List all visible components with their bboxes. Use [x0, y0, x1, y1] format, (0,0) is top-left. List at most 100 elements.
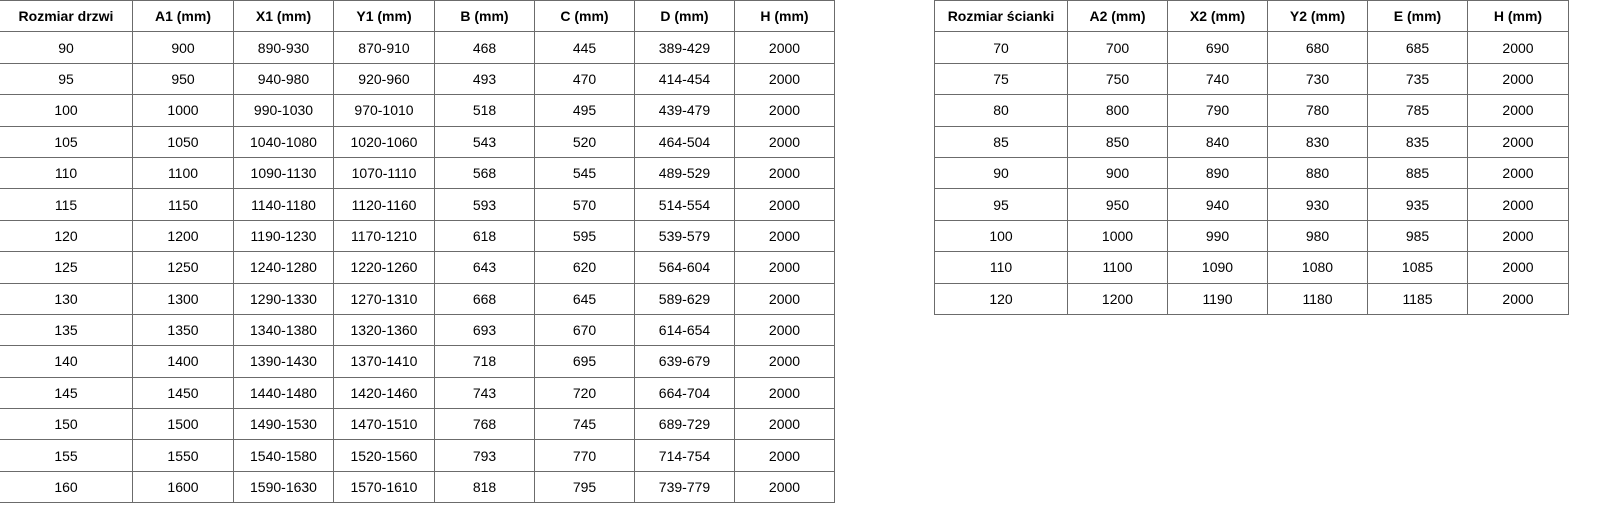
table-cell: 670: [534, 313, 635, 347]
table-cell: 2000: [1467, 188, 1569, 221]
table-cell: 120: [0, 219, 133, 253]
table-cell: 2000: [734, 408, 835, 441]
table-cell: 160: [0, 470, 133, 504]
table-row: 95 950 940-980 920-960 493 470 414-454 2000: [0, 62, 835, 96]
table-row: 95 950 940 930 935 2000: [934, 188, 1569, 221]
table-cell: 2000: [1467, 251, 1569, 284]
table-cell: 739-779: [634, 470, 735, 504]
table-cell: 120: [934, 282, 1068, 315]
table-cell: 1090-1130: [233, 156, 334, 190]
column-header: D (mm): [634, 0, 735, 33]
table-cell: 689-729: [634, 408, 735, 441]
table-cell: 2000: [734, 251, 835, 284]
table-cell: 1240-1280: [233, 251, 334, 284]
table-cell: 90: [934, 156, 1068, 190]
table-cell: 570: [534, 188, 635, 221]
table-cell: 970-1010: [333, 94, 435, 127]
table-cell: 543: [434, 125, 535, 158]
table-row: 110 1100 1090 1080 1085 2000: [934, 251, 1569, 284]
column-header: A2 (mm): [1067, 0, 1168, 33]
table-row: 90 900 890 880 885 2000: [934, 156, 1569, 190]
door-size-table: Rozmiar drzwi A1 (mm) X1 (mm) Y1 (mm) B (mm)…: [0, 0, 835, 504]
column-header: Y1 (mm): [333, 0, 435, 33]
table-cell: 920-960: [333, 62, 435, 96]
table-cell: 1270-1310: [333, 282, 435, 315]
table-row: 75 750 740 730 735 2000: [934, 62, 1569, 96]
table-cell: 1000: [132, 94, 234, 127]
table-cell: 1190: [1167, 282, 1268, 315]
table-cell: 940: [1167, 188, 1268, 221]
table-cell: 2000: [734, 439, 835, 472]
table-cell: 80: [934, 94, 1068, 127]
table-cell: 1350: [132, 313, 234, 347]
table-row: 125 1250 1240-1280 1220-1260 643 620 564-604 20…: [0, 251, 835, 284]
table-cell: 2000: [734, 345, 835, 378]
table-cell: 940-980: [233, 62, 334, 96]
column-header: B (mm): [434, 0, 535, 33]
table-row: 145 1450 1440-1480 1420-1460 743 720 664-704 20…: [0, 376, 835, 410]
column-header: X2 (mm): [1167, 0, 1268, 33]
table-cell: 740: [1167, 62, 1268, 96]
table-cell: 980: [1267, 219, 1368, 253]
table-cell: 130: [0, 282, 133, 315]
table-cell: 464-504: [634, 125, 735, 158]
table-cell: 890-930: [233, 31, 334, 64]
table-cell: 95: [934, 188, 1068, 221]
table-cell: 950: [1067, 188, 1168, 221]
table-cell: 545: [534, 156, 635, 190]
table-cell: 1290-1330: [233, 282, 334, 315]
table-cell: 1500: [132, 408, 234, 441]
table-cell: 100: [0, 94, 133, 127]
table-cell: 1180: [1267, 282, 1368, 315]
table-row: 150 1500 1490-1530 1470-1510 768 745 689-729 20…: [0, 408, 835, 441]
table-cell: 668: [434, 282, 535, 315]
table-cell: 445: [534, 31, 635, 64]
table-cell: 564-604: [634, 251, 735, 284]
table-row: 115 1150 1140-1180 1120-1160 593 570 514-554 20…: [0, 188, 835, 221]
table-row: 130 1300 1290-1330 1270-1310 668 645 589-629 20…: [0, 282, 835, 315]
table-cell: 414-454: [634, 62, 735, 96]
table-cell: 468: [434, 31, 535, 64]
table-cell: 1600: [132, 470, 234, 504]
table-cell: 990-1030: [233, 94, 334, 127]
table-cell: 1170-1210: [333, 219, 435, 253]
table-cell: 2000: [734, 125, 835, 158]
table-cell: 685: [1367, 31, 1468, 64]
header-row: Rozmiar drzwi A1 (mm) X1 (mm) Y1 (mm) B (mm)…: [0, 0, 835, 33]
table-cell: 714-754: [634, 439, 735, 472]
table-cell: 489-529: [634, 156, 735, 190]
table-cell: 790: [1167, 94, 1268, 127]
header-row: Rozmiar ścianki A2 (mm) X2 (mm) Y2 (mm) E (m…: [934, 0, 1569, 33]
table-cell: 2000: [734, 156, 835, 190]
table-cell: 618: [434, 219, 535, 253]
table-cell: 75: [934, 62, 1068, 96]
table-cell: 835: [1367, 125, 1468, 158]
table-cell: 730: [1267, 62, 1368, 96]
table-cell: 2000: [1467, 94, 1569, 127]
table-cell: 1550: [132, 439, 234, 472]
table-cell: 1190-1230: [233, 219, 334, 253]
table-cell: 539-579: [634, 219, 735, 253]
table-cell: 70: [934, 31, 1068, 64]
table-cell: 1540-1580: [233, 439, 334, 472]
table-row: 110 1100 1090-1130 1070-1110 568 545 489-529 20…: [0, 156, 835, 190]
table-cell: 1570-1610: [333, 470, 435, 504]
table-cell: 1120-1160: [333, 188, 435, 221]
table-cell: 890: [1167, 156, 1268, 190]
column-header: Rozmiar ścianki: [934, 0, 1068, 33]
table-cell: 1390-1430: [233, 345, 334, 378]
table-cell: 664-704: [634, 376, 735, 410]
table-cell: 389-429: [634, 31, 735, 64]
table-cell: 2000: [734, 313, 835, 347]
table-cell: 870-910: [333, 31, 435, 64]
table-cell: 90: [0, 31, 133, 64]
table-cell: 735: [1367, 62, 1468, 96]
table-cell: 795: [534, 470, 635, 504]
table-cell: 745: [534, 408, 635, 441]
table-cell: 1185: [1367, 282, 1468, 315]
column-header: Y2 (mm): [1267, 0, 1368, 33]
table-cell: 818: [434, 470, 535, 504]
table-row: 160 1600 1590-1630 1570-1610 818 795 739-779 20…: [0, 470, 835, 504]
table-cell: 614-654: [634, 313, 735, 347]
table-cell: 1100: [132, 156, 234, 190]
